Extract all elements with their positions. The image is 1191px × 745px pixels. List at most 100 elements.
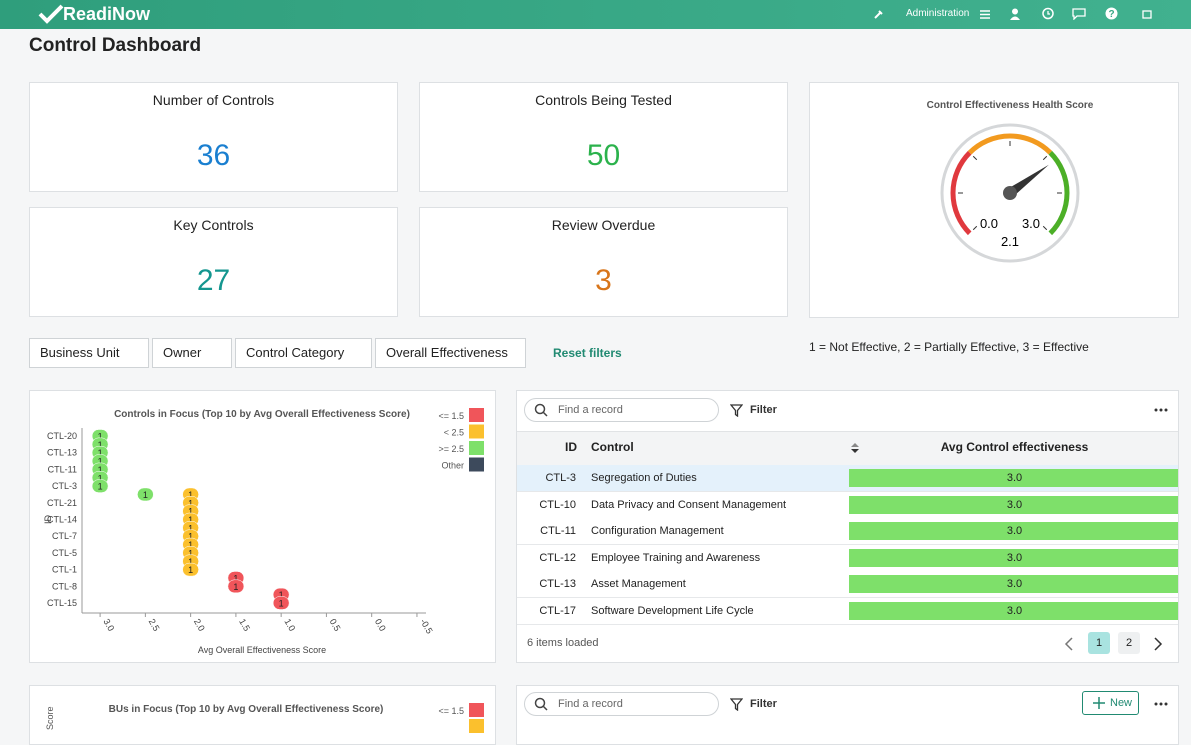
svg-text:?: ? <box>1108 9 1114 20</box>
next-page[interactable] <box>1153 637 1163 651</box>
search-icon <box>534 403 548 417</box>
bu-legend-swatch <box>469 703 484 717</box>
expand-icon[interactable] <box>1142 10 1152 19</box>
y-tick-label: CTL-3 <box>52 481 77 491</box>
bubble-label: 1 <box>188 498 193 508</box>
legend-note: 1 = Not Effective, 2 = Partially Effecti… <box>809 340 1089 354</box>
history-icon[interactable] <box>1041 7 1054 20</box>
bubble-label: 1 <box>233 573 238 583</box>
bubble[interactable] <box>137 487 154 502</box>
y-axis-label: ID <box>43 514 53 524</box>
tools-icon[interactable] <box>874 9 884 19</box>
filter-icon[interactable] <box>730 404 743 417</box>
bubble-label: 1 <box>98 432 103 442</box>
bubble-label: 1 <box>188 565 193 575</box>
bubble-label: 1 <box>98 448 103 458</box>
y-tick-label: CTL-20 <box>47 431 77 441</box>
y-tick-label: CTL-13 <box>47 448 77 458</box>
legend-swatch <box>469 441 484 455</box>
table-header <box>517 431 1178 466</box>
scatter-panel: Controls in Focus (Top 10 by Avg Overall… <box>29 390 496 663</box>
control-cell: Data Privacy and Consent Management <box>591 498 787 511</box>
filter-dropdown[interactable]: Business Unit <box>29 338 149 368</box>
filter-dropdown[interactable]: Owner <box>152 338 232 368</box>
bubble-label: 1 <box>188 490 193 500</box>
gauge-band <box>950 150 972 236</box>
y-tick-label: CTL-21 <box>47 498 77 508</box>
gauge-tick <box>1042 155 1048 161</box>
effectiveness-cell: 3.0 <box>849 548 1178 567</box>
y-tick-label: CTL-8 <box>52 581 77 591</box>
admin-menu[interactable]: Administration <box>906 8 970 19</box>
menu-icon[interactable] <box>980 10 990 19</box>
id-cell: CTL-13 <box>539 578 576 591</box>
column-header: Avg Control effectiveness <box>940 440 1089 454</box>
bubble[interactable] <box>182 562 199 577</box>
gauge-min-label: 0.0 <box>980 216 998 231</box>
filter-dropdown[interactable]: Control Category <box>235 338 372 368</box>
effectiveness-cell: 3.0 <box>849 469 1178 487</box>
column-header: ID <box>565 440 577 454</box>
legend-swatch <box>469 424 484 439</box>
legend-label: >= 2.5 <box>438 444 464 454</box>
control-cell: Asset Management <box>591 578 686 591</box>
x-tick-label: 2.5 <box>147 617 162 633</box>
bubble-label: 1 <box>188 557 193 567</box>
search-box[interactable]: Find a record <box>524 398 719 422</box>
x-axis-label: Avg Overall Effectiveness Score <box>198 645 326 655</box>
bubble-label: 1 <box>188 548 193 558</box>
x-tick-label: 1.5 <box>237 617 252 633</box>
search-box[interactable]: Find a record <box>524 692 719 716</box>
x-tick-label: 0.5 <box>328 617 343 633</box>
legend-swatch <box>469 457 484 472</box>
bubble-label: 1 <box>98 457 103 467</box>
kpi-label: Key Controls <box>173 217 254 233</box>
filter-label: Control Category <box>246 345 345 360</box>
gauge-tick <box>972 225 978 231</box>
page-button[interactable]: 1 <box>1088 632 1110 654</box>
id-cell: CTL-3 <box>545 472 576 484</box>
gauge-value: 2.1 <box>1001 234 1019 249</box>
user-icon[interactable] <box>1010 8 1020 20</box>
more-icon[interactable] <box>1154 408 1168 412</box>
prev-page[interactable] <box>1064 637 1074 651</box>
gauge: Control Effectiveness Health Score 0.0 3.… <box>927 100 1094 263</box>
filter-icon[interactable] <box>730 698 743 711</box>
sort-icon[interactable] <box>850 442 860 454</box>
filter-button[interactable]: Filter <box>750 698 777 710</box>
bu-chart: BUs in Focus (Top 10 by Avg Overall Effe… <box>45 703 484 733</box>
gauge-needle <box>1008 164 1049 196</box>
help-icon[interactable]: ? <box>1105 7 1118 20</box>
filter-button[interactable]: Filter <box>750 404 777 416</box>
legend-swatch <box>469 408 484 422</box>
bubble-label: 1 <box>98 473 103 483</box>
page-button[interactable]: 2 <box>1118 632 1140 654</box>
filter-dropdown[interactable]: Overall Effectiveness <box>375 338 526 368</box>
gauge-tick <box>972 155 978 161</box>
new-button[interactable]: New <box>1082 691 1139 715</box>
search-placeholder: Find a record <box>558 698 623 710</box>
kpi-label: Controls Being Tested <box>535 92 672 108</box>
bubble-label: 1 <box>233 582 238 592</box>
bubble-label: 1 <box>98 440 103 450</box>
chat-icon[interactable] <box>1072 8 1086 20</box>
kpi-label: Number of Controls <box>152 92 275 108</box>
kpi-card: Number of Controls 36 <box>29 82 398 192</box>
bubble-label: 1 <box>279 599 284 609</box>
bubble[interactable] <box>272 596 290 610</box>
kpi-value: 36 <box>196 139 231 172</box>
reset-filters[interactable]: Reset filters <box>553 346 622 360</box>
legend-label: < 2.5 <box>444 428 464 438</box>
logo-icon <box>38 4 64 24</box>
id-cell: CTL-10 <box>539 498 576 511</box>
new-label: New <box>1110 697 1133 709</box>
more-icon[interactable] <box>1154 702 1168 706</box>
kpi-value: 27 <box>196 264 231 297</box>
gauge-band <box>967 133 1053 155</box>
bubble[interactable] <box>227 579 245 594</box>
bubble[interactable] <box>91 479 109 493</box>
legend-label: Other <box>441 461 464 471</box>
kpi-card: Key Controls 27 <box>29 207 398 317</box>
page-title: Control Dashboard <box>29 35 202 56</box>
gauge-title: Control Effectiveness Health Score <box>927 100 1094 111</box>
